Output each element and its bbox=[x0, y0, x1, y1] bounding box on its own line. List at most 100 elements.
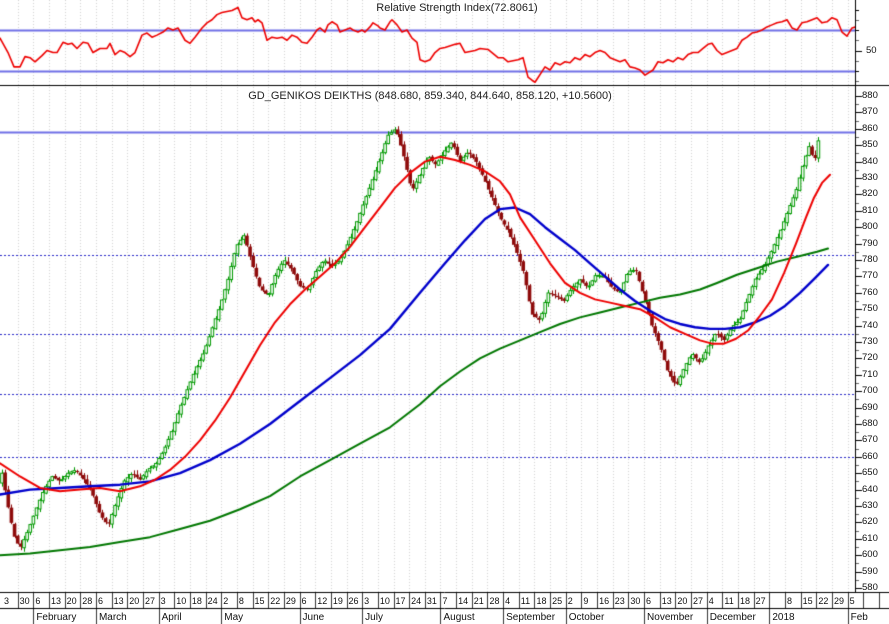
price-axis-label: 600 bbox=[862, 549, 878, 561]
date-tick-label: 24 bbox=[411, 596, 422, 606]
date-tick-label: 6 bbox=[35, 596, 41, 606]
date-tick-label: 3 bbox=[364, 596, 370, 606]
date-tick-label: 30 bbox=[19, 596, 30, 606]
date-tick-label: 10 bbox=[176, 596, 187, 606]
date-tick-label: 29 bbox=[833, 596, 844, 606]
price-axis-label: 780 bbox=[862, 254, 878, 265]
price-axis-label: 700 bbox=[862, 385, 878, 397]
month-label: July bbox=[365, 612, 383, 623]
price-axis-label: 580 bbox=[862, 582, 878, 593]
price-axis-label: 850 bbox=[862, 139, 878, 151]
date-tick-label: 22 bbox=[818, 596, 829, 606]
date-tick-label: 11 bbox=[520, 596, 531, 606]
date-tick-label: 28 bbox=[82, 596, 93, 606]
date-tick-label: 3 bbox=[160, 596, 166, 606]
date-tick-label: 10 bbox=[379, 596, 390, 606]
price-axis-label: 590 bbox=[862, 565, 878, 577]
date-tick-label: 6 bbox=[301, 596, 307, 606]
price-axis-label: 630 bbox=[862, 500, 878, 511]
date-tick-label: 11 bbox=[724, 596, 734, 606]
date-tick-label: 4 bbox=[505, 596, 511, 606]
date-tick-label: 22 bbox=[270, 596, 281, 606]
date-tick-label: 27 bbox=[693, 596, 704, 606]
date-tick-label: 5 bbox=[849, 596, 855, 606]
date-tick-label: 28 bbox=[489, 596, 500, 606]
rsi-panel-title: Relative Strength Index(72.8061) bbox=[376, 2, 538, 14]
date-tick-label: 15 bbox=[802, 596, 813, 606]
date-tick-label: 18 bbox=[536, 596, 547, 606]
date-tick-label: 13 bbox=[113, 596, 124, 606]
price-axis-label: 660 bbox=[862, 450, 878, 462]
date-tick-label: 31 bbox=[426, 596, 437, 606]
date-tick-label: 27 bbox=[144, 596, 155, 606]
date-tick-label: 7 bbox=[442, 596, 448, 606]
price-axis-label: 830 bbox=[862, 172, 878, 183]
date-tick-label: 3 bbox=[4, 596, 10, 606]
date-tick-label: 8 bbox=[238, 596, 244, 606]
date-tick-label: 18 bbox=[191, 596, 202, 606]
month-label: August bbox=[443, 612, 475, 623]
price-axis-label: 770 bbox=[862, 270, 878, 282]
date-tick-label: 20 bbox=[129, 596, 140, 606]
price-axis-label: 790 bbox=[862, 237, 878, 249]
date-tick-label: 29 bbox=[285, 596, 296, 606]
price-axis-label: 610 bbox=[862, 532, 878, 544]
date-tick-label: 17 bbox=[395, 596, 406, 606]
date-tick-label: 2 bbox=[223, 596, 229, 606]
date-tick-label: 4 bbox=[708, 596, 714, 606]
date-tick-label: 19 bbox=[332, 596, 343, 606]
month-label: Feb bbox=[850, 612, 868, 623]
date-tick-label: 15 bbox=[254, 596, 265, 606]
price-axis-label: 620 bbox=[862, 516, 878, 528]
price-axis-label: 750 bbox=[862, 303, 878, 315]
month-label: November bbox=[647, 612, 694, 623]
month-label: October bbox=[568, 612, 605, 623]
price-axis-label: 680 bbox=[862, 418, 878, 429]
date-tick-label: 12 bbox=[317, 596, 328, 606]
price-axis-label: 650 bbox=[862, 467, 878, 479]
date-tick-label: 6 bbox=[97, 596, 103, 606]
date-tick-label: 6 bbox=[646, 596, 652, 606]
month-label: September bbox=[506, 612, 556, 623]
price-axis-label: 670 bbox=[862, 434, 878, 446]
date-tick-label: 20 bbox=[66, 596, 77, 606]
date-tick-label: 27 bbox=[755, 596, 766, 606]
price-axis-label: 730 bbox=[862, 336, 878, 347]
price-axis-label: 820 bbox=[862, 188, 878, 200]
date-tick-label: 24 bbox=[207, 596, 218, 606]
date-tick-label: 21 bbox=[473, 596, 484, 606]
date-tick-label: 25 bbox=[552, 596, 563, 606]
date-tick-label: 26 bbox=[348, 596, 359, 606]
date-tick-label: 13 bbox=[661, 596, 672, 606]
rsi-axis-label: 50 bbox=[866, 44, 877, 56]
date-tick-label: 9 bbox=[583, 596, 589, 606]
date-tick-label: 14 bbox=[458, 596, 469, 606]
date-tick-label: 2 bbox=[567, 596, 573, 606]
month-label: April bbox=[161, 612, 182, 623]
price-axis-label: 640 bbox=[862, 483, 878, 495]
price-axis-label: 810 bbox=[862, 204, 878, 216]
date-tick-label: 8 bbox=[787, 596, 793, 606]
month-label: 2018 bbox=[772, 612, 795, 623]
price-axis-label: 870 bbox=[862, 106, 878, 118]
month-label: February bbox=[36, 612, 77, 623]
date-tick-label: 18 bbox=[740, 596, 751, 606]
month-label: May bbox=[224, 612, 244, 623]
price-axis-label: 760 bbox=[862, 286, 878, 298]
price-axis-label: 860 bbox=[862, 122, 878, 134]
price-axis-label: 710 bbox=[862, 368, 878, 380]
month-label: June bbox=[302, 612, 325, 623]
price-axis-label: 880 bbox=[862, 90, 878, 101]
price-axis-label: 840 bbox=[862, 155, 878, 167]
price-axis-label: 720 bbox=[862, 352, 878, 364]
date-tick-label: 30 bbox=[630, 596, 641, 606]
price-axis-label: 800 bbox=[862, 221, 878, 233]
date-tick-label: 23 bbox=[614, 596, 625, 606]
date-tick-label: 20 bbox=[677, 596, 688, 606]
month-label: March bbox=[98, 612, 127, 623]
price-axis-label: 690 bbox=[862, 401, 878, 413]
price-axis-label: 740 bbox=[862, 319, 878, 331]
month-label: December bbox=[709, 612, 756, 623]
